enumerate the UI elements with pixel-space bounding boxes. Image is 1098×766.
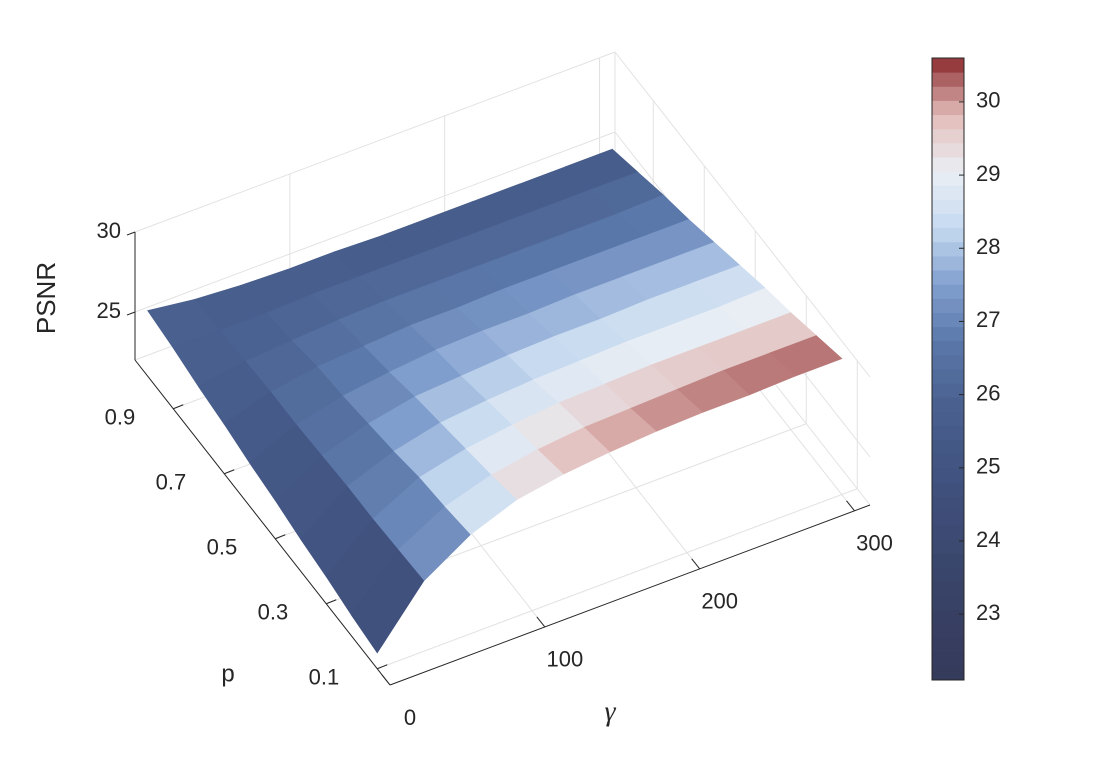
colorbar-band xyxy=(932,354,964,370)
x-axis xyxy=(389,504,871,686)
colorbar-band xyxy=(932,552,964,568)
colorbar-band xyxy=(932,270,964,285)
y-tick-label: 0.3 xyxy=(258,600,289,625)
colorbar-tick-label: 24 xyxy=(976,527,1000,552)
colorbar-band xyxy=(932,581,964,596)
grid-line xyxy=(134,131,616,313)
colorbar-band xyxy=(932,383,964,398)
colorbar-band xyxy=(932,58,964,73)
x-tick-label: 300 xyxy=(856,531,893,556)
x-tick xyxy=(536,616,546,628)
grid-line xyxy=(377,488,858,670)
grid-line xyxy=(614,51,871,378)
colorbar-band xyxy=(932,637,964,653)
y-tick xyxy=(224,469,235,475)
z-tick xyxy=(126,311,136,316)
colorbar-band xyxy=(932,241,964,257)
y-tick xyxy=(377,664,388,670)
x-tick xyxy=(846,500,855,512)
y-tick xyxy=(173,404,184,410)
y-tick-label: 0.1 xyxy=(309,665,340,690)
colorbar-band xyxy=(932,482,964,497)
colorbar-tick-label: 29 xyxy=(976,161,1000,186)
colorbar-band xyxy=(932,340,964,356)
colorbar-band xyxy=(932,609,964,624)
colorbar-band xyxy=(932,439,964,455)
surface-patch xyxy=(351,549,425,654)
colorbar-band xyxy=(932,566,964,582)
colorbar-band xyxy=(932,171,964,186)
y-axis-label: p xyxy=(221,660,234,687)
colorbar-frame xyxy=(931,57,965,681)
y-tick-label: 0.9 xyxy=(105,405,136,430)
colorbar-band xyxy=(932,595,964,610)
colorbar-band xyxy=(932,623,964,639)
colorbar-band xyxy=(932,100,964,116)
colorbar-band xyxy=(932,298,964,313)
colorbar-band xyxy=(932,142,964,158)
colorbar-band xyxy=(932,114,964,130)
x-tick xyxy=(691,558,701,570)
colorbar-band xyxy=(932,72,964,87)
z-axis-label: PSNR xyxy=(31,262,61,334)
colorbar-tick-label: 23 xyxy=(976,600,1000,625)
colorbar-band xyxy=(932,467,964,483)
z-tick-label: 30 xyxy=(97,218,121,243)
colorbar-band xyxy=(932,425,964,441)
colorbar-band xyxy=(932,227,964,243)
colorbar-band xyxy=(932,86,964,101)
colorbar-band xyxy=(932,538,964,554)
colorbar-tick-label: 26 xyxy=(976,380,1000,405)
colorbar-band xyxy=(932,128,964,144)
x-tick-label: 0 xyxy=(404,705,416,730)
colorbar-band xyxy=(932,213,964,229)
colorbar-band xyxy=(932,312,964,328)
colorbar-tick-label: 25 xyxy=(976,454,1000,479)
z-tick xyxy=(126,231,136,236)
colorbar-band xyxy=(932,255,964,271)
colorbar-band xyxy=(932,284,964,299)
colorbar-band xyxy=(932,510,964,525)
y-tick-label: 0.7 xyxy=(156,470,187,495)
grid-line xyxy=(134,51,616,233)
colorbar-band xyxy=(932,453,964,469)
colorbar-band xyxy=(932,411,964,427)
y-tick xyxy=(326,599,337,605)
z-tick-label: 25 xyxy=(97,298,121,323)
colorbar-band xyxy=(932,524,964,540)
colorbar-band xyxy=(932,185,964,200)
colorbar-tick-label: 28 xyxy=(976,234,1000,259)
y-axis xyxy=(134,359,391,686)
colorbar-tick-label: 27 xyxy=(976,307,1000,332)
colorbar-band xyxy=(932,665,964,681)
colorbar-band xyxy=(932,199,964,214)
x-tick-label: 200 xyxy=(701,589,738,614)
y-tick xyxy=(275,534,286,540)
x-axis-label: γ xyxy=(604,696,616,727)
colorbar-band xyxy=(932,496,964,511)
colorbar-band xyxy=(932,651,964,667)
colorbar-band xyxy=(932,326,964,342)
x-tick-label: 100 xyxy=(546,647,583,672)
colorbar-tick-label: 30 xyxy=(976,88,1000,113)
colorbar-band xyxy=(932,369,964,384)
y-tick-label: 0.5 xyxy=(207,535,238,560)
colorbar-band xyxy=(932,397,964,412)
colorbar-band xyxy=(932,156,964,172)
